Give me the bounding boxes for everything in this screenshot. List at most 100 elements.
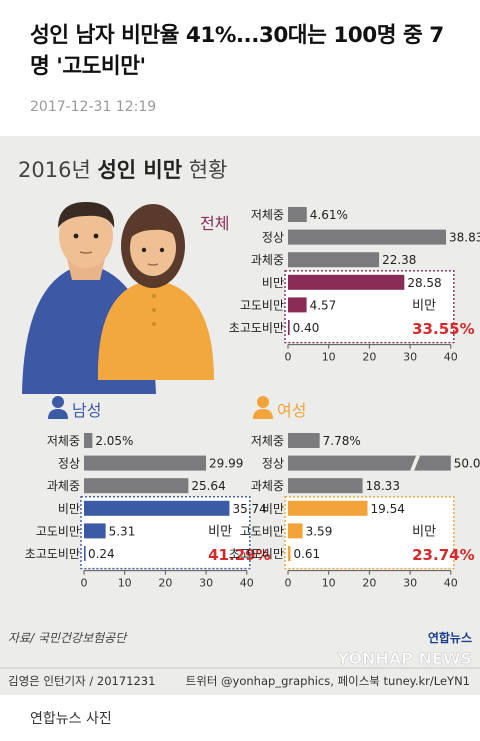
male-bar [84,546,86,561]
total-obesity-total-label: 비만 [412,298,436,313]
total-category-label: 저체중 [251,208,284,222]
male-category-label: 초고도비만 [25,547,80,561]
female-value-label: 7.78% [323,434,361,448]
graphic-title-prefix: 2016년 [18,158,97,182]
total-bar [288,207,307,222]
female-obesity-total: 23.74% [412,546,474,564]
male-bar [84,523,106,539]
female-value-label: 0.61 [293,547,320,561]
female-category-label: 정상 [262,457,284,471]
male-tick-label: 30 [199,577,213,590]
graphic-title: 2016년 성인 비만 현황 [18,158,227,182]
female-value-label: 50.03 [454,457,480,471]
total-bar [288,274,405,290]
female-tick-label: 10 [322,577,336,590]
total-value-label: 22.38 [382,253,416,267]
total-category-label: 초고도비만 [229,321,284,335]
total-value-label: 4.61% [310,208,348,222]
total-value-label: 28.58 [407,276,441,290]
timestamp: 2017-12-31 12:19 [30,99,157,115]
couple-illustration [22,202,214,394]
male-value-label: 35.74 [232,502,266,516]
total-section-title: 전체 [200,214,229,233]
male-value-label: 0.24 [88,547,115,561]
total-tick-label: 10 [322,351,336,364]
total-category-label: 비만 [262,276,284,290]
male-person-icon [48,396,68,419]
female-value-label: 18.33 [366,479,400,493]
female-category-label: 초고도비만 [229,547,284,561]
graphic-title-bold: 성인 비만 [97,158,182,182]
male-bar [84,433,93,448]
total-category-label: 정상 [262,231,284,245]
male-value-label: 2.05% [95,434,133,448]
female-axis-break [410,455,421,471]
photo-caption: 연합뉴스 사진 [30,711,112,727]
source-label: 자료/ 국민건강보험공단 [8,631,128,645]
female-bar [288,433,320,448]
social-label: 트위터 @yonhap_graphics, 페이스북 tuney.kr/LeYN… [186,674,470,688]
female-tick-label: 40 [444,577,458,590]
total-bar [288,320,290,335]
male-category-label: 저체중 [47,434,80,448]
male-category-label: 과체중 [47,479,80,493]
male-value-label: 25.64 [191,479,225,493]
graphic-title-suffix: 현황 [182,158,227,182]
female-category-label: 비만 [262,502,284,516]
female-tick-label: 30 [403,577,417,590]
female-category-label: 과체중 [251,479,284,493]
female-value-label: 3.59 [306,524,333,538]
male-bar [84,500,230,516]
male-obesity-total-label: 비만 [208,524,232,539]
male-tick-label: 40 [240,577,254,590]
female-bar [288,546,291,561]
total-value-label: 4.57 [310,298,337,312]
female-tick-label: 20 [362,577,376,590]
total-bar [288,252,380,268]
infographic: 2016년 성인 비만 현황 [0,136,480,695]
total-tick-label: 20 [362,351,376,364]
female-obesity-total-label: 비만 [412,524,436,539]
female-section-title: 여성 [277,401,306,420]
total-tick-label: 30 [403,351,417,364]
total-value-label: 38.83 [449,231,480,245]
total-tick-label: 0 [285,351,292,364]
female-bar [288,500,368,516]
female-bar [288,478,363,494]
watermark: YONHAP NEWS [336,649,472,668]
female-value-label: 19.54 [371,502,405,516]
male-bar [84,455,207,471]
female-bar [288,455,451,471]
male-tick-label: 0 [81,577,88,590]
male-category-label: 정상 [58,457,80,471]
total-category-label: 고도비만 [240,298,284,312]
male-category-label: 고도비만 [36,524,80,538]
total-tick-label: 40 [444,351,458,364]
total-value-label: 0.40 [293,321,320,335]
yonhap-logo: 연합뉴스 [428,630,472,645]
male-bar [84,478,189,494]
total-category-label: 과체중 [251,253,284,267]
total-bar [288,229,447,245]
female-category-label: 저체중 [251,434,284,448]
male-section-title: 남성 [72,401,101,420]
male-tick-label: 10 [118,577,132,590]
male-tick-label: 20 [158,577,172,590]
female-bar [288,523,303,539]
male-value-label: 5.31 [109,524,136,538]
woman-figure [97,204,214,380]
male-obesity-total: 41.29% [208,546,270,564]
male-value-label: 29.99 [209,457,243,471]
female-person-icon [253,396,273,419]
total-obesity-total: 33.55% [412,320,474,338]
obesity-chart: 2016년 성인 비만 현황 [0,158,480,688]
female-category-label: 고도비만 [240,524,284,538]
credit-label: 김영은 인턴기자 / 20171231 [8,674,155,688]
headline: 성인 남자 비만율 41%...30대는 100명 중 7명 '고도비만' [30,23,444,79]
total-bar [288,297,307,313]
male-category-label: 비만 [58,502,80,516]
chart-total: 전체 저체중 4.61% 정상 38.83 과체중 22.38 비만 28.58 고도비만 4.57… [200,207,480,364]
female-tick-label: 0 [285,577,292,590]
